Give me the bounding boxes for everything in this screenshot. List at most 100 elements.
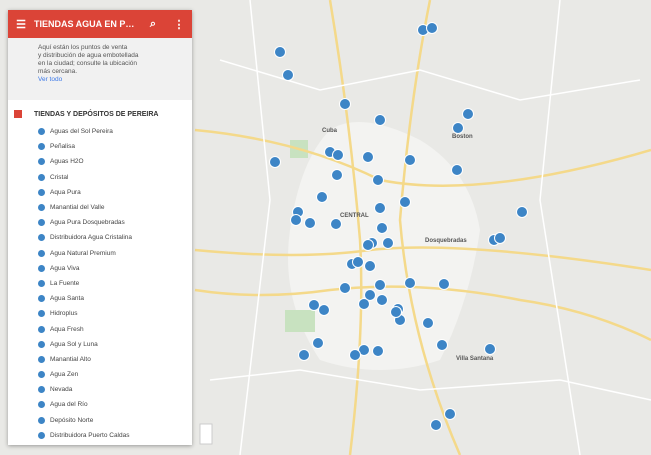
description-line: y distribución de agua embotellada <box>38 52 139 59</box>
layer-item[interactable]: Agua Natural Premium <box>38 246 192 261</box>
item-label: Aqua Pura <box>50 188 81 196</box>
item-label: Agua del Río <box>50 401 88 409</box>
layer-item[interactable]: Agua Santa <box>38 291 192 306</box>
layer-item[interactable]: Distribuidora Agua Cristalina <box>38 230 192 245</box>
item-icon <box>38 158 45 166</box>
map-marker[interactable] <box>376 222 388 234</box>
map-marker[interactable] <box>364 289 376 301</box>
map-marker[interactable] <box>331 169 343 181</box>
map-marker[interactable] <box>404 277 416 289</box>
item-icon <box>38 295 45 303</box>
map-marker[interactable] <box>362 239 374 251</box>
item-icon <box>38 188 45 196</box>
layer-item[interactable]: Distribuidora Puerto Caldas <box>38 428 192 443</box>
layer-item[interactable]: Hidroplus <box>38 306 192 321</box>
map-marker[interactable] <box>494 232 506 244</box>
layer-item[interactable]: Agua Viva <box>38 261 192 276</box>
layer-item[interactable]: Manantial Alto <box>38 352 192 367</box>
layer-checkbox[interactable] <box>14 110 22 118</box>
map-marker[interactable] <box>304 217 316 229</box>
map-marker[interactable] <box>374 279 386 291</box>
layer-item[interactable]: Depósito Norte <box>38 413 192 428</box>
map-marker[interactable] <box>436 339 448 351</box>
map-label: Dosquebradas <box>425 238 467 244</box>
item-label: Manantial Alto <box>50 355 91 363</box>
map-marker[interactable] <box>358 344 370 356</box>
map-marker[interactable] <box>298 349 310 361</box>
map-marker[interactable] <box>422 317 434 329</box>
map-marker[interactable] <box>399 196 411 208</box>
map-marker[interactable] <box>312 337 324 349</box>
map-marker[interactable] <box>426 22 438 34</box>
layer-item[interactable]: Manantial del Valle <box>38 200 192 215</box>
description-link[interactable]: Ver todo <box>38 76 63 83</box>
item-icon <box>38 143 45 151</box>
layer-item[interactable]: Peñalisa <box>38 139 192 154</box>
map-marker[interactable] <box>330 218 342 230</box>
map-marker[interactable] <box>374 114 386 126</box>
search-button[interactable]: ⌕ <box>149 17 157 30</box>
layer-item[interactable]: Aqua Pura <box>38 185 192 200</box>
layer-item[interactable]: La Fuente <box>38 276 192 291</box>
map-marker[interactable] <box>390 306 402 318</box>
item-label: Distribuidora Puerto Caldas <box>50 431 130 439</box>
item-label: Distribuidora Agua Cristalina <box>50 234 133 242</box>
item-icon <box>38 264 45 272</box>
layer-item[interactable]: Cristal <box>38 170 192 185</box>
map-marker[interactable] <box>269 156 281 168</box>
item-label: Aguas H2O <box>50 158 84 166</box>
layer-item[interactable]: Agua Pura Dosquebradas <box>38 215 192 230</box>
map-marker[interactable] <box>376 294 388 306</box>
map-marker[interactable] <box>339 98 351 110</box>
map-marker[interactable] <box>430 419 442 431</box>
item-label: Aqua Fresh <box>50 325 84 333</box>
map-marker[interactable] <box>516 206 528 218</box>
item-icon <box>38 234 45 242</box>
map-marker[interactable] <box>308 299 320 311</box>
layer-item[interactable]: Aguas H2O <box>38 154 192 169</box>
item-label: Manantial del Valle <box>50 204 105 212</box>
map-marker[interactable] <box>438 278 450 290</box>
map-marker[interactable] <box>372 174 384 186</box>
layer-item[interactable]: Agua del Río <box>38 397 192 412</box>
map-marker[interactable] <box>374 202 386 214</box>
map-marker[interactable] <box>316 191 328 203</box>
item-label: Aguas del Sol Pereira <box>50 128 113 136</box>
menu-button[interactable]: ☰ <box>16 18 26 31</box>
map-marker[interactable] <box>451 164 463 176</box>
item-icon <box>38 128 45 136</box>
item-icon <box>38 173 45 181</box>
item-label: Agua Natural Premium <box>50 249 116 257</box>
layer-item[interactable]: Aguas del Sol Pereira <box>38 124 192 139</box>
layer-item[interactable]: Agua Sol y Luna <box>38 337 192 352</box>
map-marker[interactable] <box>452 122 464 134</box>
map-marker[interactable] <box>362 151 374 163</box>
map-marker[interactable] <box>404 154 416 166</box>
park <box>285 310 315 332</box>
map-marker[interactable] <box>349 349 361 361</box>
map-marker[interactable] <box>484 343 496 355</box>
map-marker[interactable] <box>274 46 286 58</box>
map-marker[interactable] <box>339 282 351 294</box>
map-marker[interactable] <box>372 345 384 357</box>
item-icon <box>38 386 45 394</box>
zoom-control[interactable] <box>199 423 213 445</box>
map-marker[interactable] <box>282 69 294 81</box>
layer-item[interactable]: Nevada <box>38 382 192 397</box>
map-marker[interactable] <box>318 304 330 316</box>
map-marker[interactable] <box>290 214 302 226</box>
map-marker[interactable] <box>358 298 370 310</box>
more-button[interactable]: ⋮ <box>173 18 185 31</box>
map-marker[interactable] <box>332 149 344 161</box>
map-marker[interactable] <box>462 108 474 120</box>
map-marker[interactable] <box>364 260 376 272</box>
description-line: más cercana. <box>38 68 78 75</box>
map-marker[interactable] <box>382 237 394 249</box>
layer-items: Aguas del Sol Pereira Peñalisa Aguas H2O Cr… <box>8 124 192 443</box>
map-marker[interactable] <box>444 408 456 420</box>
map-marker[interactable] <box>352 256 364 268</box>
description-line: Aquí están los puntos de venta <box>38 44 128 51</box>
layer-item[interactable]: Aqua Fresh <box>38 321 192 336</box>
layer-item[interactable]: Agua Zen <box>38 367 192 382</box>
